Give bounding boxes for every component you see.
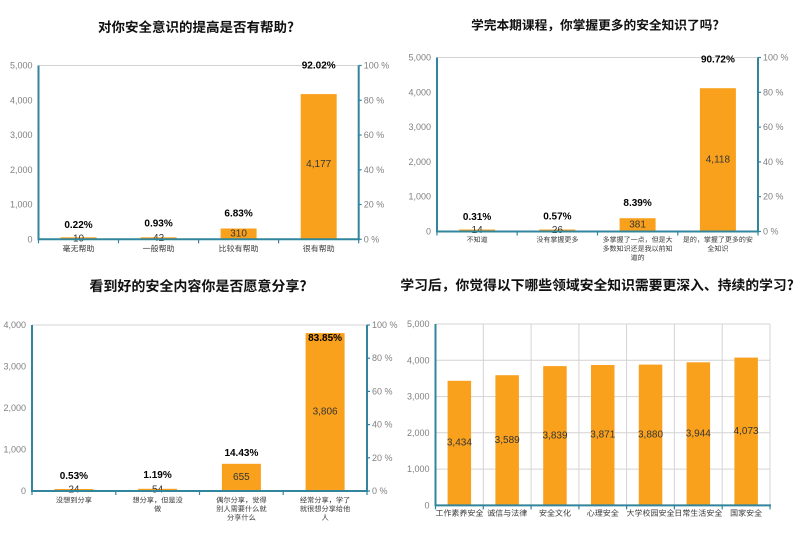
svg-text:655: 655	[233, 472, 250, 483]
svg-text:2,000: 2,000	[407, 428, 430, 438]
svg-text:310: 310	[230, 228, 247, 239]
svg-text:0: 0	[426, 227, 431, 237]
svg-text:3,589: 3,589	[495, 435, 520, 446]
svg-text:90.72%: 90.72%	[701, 55, 735, 66]
svg-text:381: 381	[629, 219, 646, 230]
svg-text:4,118: 4,118	[706, 154, 731, 165]
svg-text:4,177: 4,177	[306, 159, 331, 170]
svg-text:100 %: 100 %	[763, 53, 789, 63]
svg-text:1,000: 1,000	[407, 464, 430, 474]
svg-text:1.19%: 1.19%	[143, 470, 171, 481]
svg-text:4,000: 4,000	[10, 95, 33, 105]
svg-text:8.39%: 8.39%	[623, 198, 651, 209]
svg-text:80 %: 80 %	[372, 353, 393, 363]
svg-text:1,000: 1,000	[10, 200, 33, 210]
svg-text:0.93%: 0.93%	[144, 219, 172, 230]
svg-text:100 %: 100 %	[372, 320, 398, 330]
svg-text:3,434: 3,434	[447, 438, 472, 449]
svg-text:0.31%: 0.31%	[463, 212, 491, 223]
svg-text:6.83%: 6.83%	[224, 208, 252, 219]
svg-text:83.85%: 83.85%	[308, 333, 342, 344]
svg-text:2,000: 2,000	[10, 165, 33, 175]
svg-text:2,000: 2,000	[3, 403, 26, 413]
svg-text:0: 0	[27, 234, 32, 244]
svg-text:0.57%: 0.57%	[543, 212, 571, 223]
svg-text:5,000: 5,000	[10, 61, 33, 71]
svg-text:0 %: 0 %	[364, 234, 380, 244]
svg-text:20 %: 20 %	[364, 200, 385, 210]
svg-text:3,000: 3,000	[10, 130, 33, 140]
svg-text:5,000: 5,000	[407, 319, 430, 329]
svg-text:3,880: 3,880	[638, 430, 663, 441]
svg-text:2,000: 2,000	[408, 157, 431, 167]
svg-text:1,000: 1,000	[408, 192, 431, 202]
svg-text:0 %: 0 %	[372, 486, 388, 496]
svg-text:3,871: 3,871	[590, 430, 615, 441]
svg-text:20 %: 20 %	[372, 453, 393, 463]
svg-text:4,000: 4,000	[407, 355, 430, 365]
svg-text:40 %: 40 %	[364, 165, 385, 175]
svg-text:3,806: 3,806	[313, 407, 338, 418]
svg-text:5,000: 5,000	[408, 53, 431, 63]
svg-text:0.53%: 0.53%	[60, 471, 88, 482]
svg-text:1,000: 1,000	[3, 445, 26, 455]
svg-text:0.22%: 0.22%	[64, 220, 92, 231]
svg-text:3,000: 3,000	[408, 122, 431, 132]
svg-text:54: 54	[152, 484, 164, 495]
svg-text:4,000: 4,000	[3, 320, 26, 330]
svg-text:3,839: 3,839	[542, 430, 567, 441]
svg-text:40 %: 40 %	[372, 420, 393, 430]
svg-text:4,000: 4,000	[408, 87, 431, 97]
svg-text:14.43%: 14.43%	[224, 448, 258, 459]
svg-text:0 %: 0 %	[763, 227, 779, 237]
svg-text:60 %: 60 %	[763, 122, 784, 132]
svg-text:3,000: 3,000	[407, 392, 430, 402]
svg-text:92.02%: 92.02%	[302, 60, 336, 71]
svg-text:80 %: 80 %	[364, 95, 385, 105]
svg-text:40 %: 40 %	[763, 157, 784, 167]
svg-text:60 %: 60 %	[364, 130, 385, 140]
svg-text:0: 0	[424, 500, 429, 510]
svg-text:0: 0	[21, 486, 26, 496]
svg-text:3,000: 3,000	[3, 362, 26, 372]
svg-text:4,073: 4,073	[734, 426, 759, 437]
svg-text:20 %: 20 %	[763, 192, 784, 202]
svg-text:60 %: 60 %	[372, 386, 393, 396]
svg-text:100 %: 100 %	[364, 61, 390, 71]
svg-text:80 %: 80 %	[763, 87, 784, 97]
svg-text:3,944: 3,944	[686, 428, 711, 439]
